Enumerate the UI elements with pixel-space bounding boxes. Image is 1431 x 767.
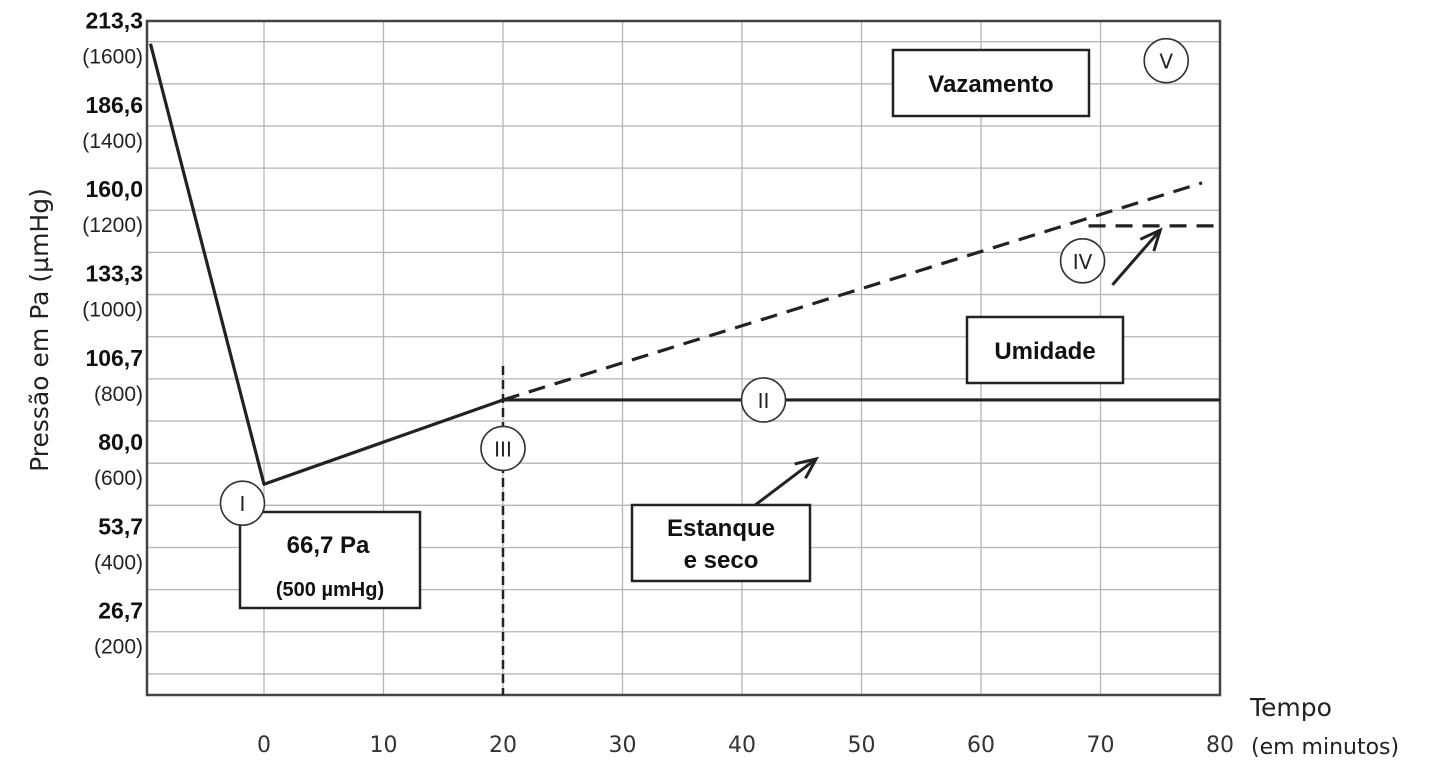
x-tick-label: 60 — [967, 733, 995, 758]
min-pressure-label: 66,7 Pa — [287, 532, 370, 559]
y-tick-label-umhg: (800) — [94, 383, 143, 406]
x-tick-label: 0 — [257, 733, 271, 758]
x-tick-label: 40 — [728, 733, 756, 758]
arrow-shaft — [1111, 229, 1162, 286]
y-tick-label-umhg: (600) — [94, 467, 143, 490]
x-axis-label: Tempo — [1249, 693, 1332, 722]
min-pressure-box: 66,7 Pa (500 µmHg) — [238, 510, 422, 610]
roman-marker-circle — [740, 377, 787, 423]
roman-marker-label: IV — [1073, 250, 1093, 274]
y-tick-label-pa: 133,3 — [85, 261, 143, 287]
y-tick-label-pa: 53,7 — [98, 513, 143, 539]
x-tick-label: 70 — [1087, 733, 1115, 758]
estanque-label-line1: Estanque — [667, 515, 775, 542]
y-tick-label-umhg: (1200) — [82, 214, 143, 237]
roman-marker-circle — [1143, 37, 1190, 84]
solid-series-line — [148, 43, 504, 486]
estanque-box: Estanque e seco — [630, 503, 812, 583]
roman-marker-circle — [1059, 238, 1106, 284]
y-tick-label-umhg: (1600) — [82, 46, 143, 69]
roman-marker-label: V — [1159, 50, 1173, 74]
min-pressure-umhg-label: (500 µmHg) — [276, 579, 384, 601]
x-tick-label: 20 — [489, 733, 517, 758]
y-tick-label-pa: 186,6 — [85, 92, 143, 118]
y-tick-label-pa: 213,3 — [85, 8, 143, 34]
y-axis-label: Pressão em Pa (µmHg) — [25, 188, 54, 472]
roman-marker-label: I — [240, 492, 246, 516]
y-tick-labels: 213,3 (1600) 186,6 (1400) 160,0 (1200) 133,3 (1… — [82, 8, 143, 659]
arrow-head — [1139, 227, 1163, 252]
vazamento-label: Vazamento — [928, 71, 1053, 98]
y-tick-label-pa: 26,7 — [98, 598, 143, 624]
arrow-head — [794, 456, 820, 479]
y-tick-label-umhg: (1000) — [82, 299, 143, 322]
vazamento-box: Vazamento — [891, 48, 1091, 118]
y-tick-label-umhg: (400) — [94, 551, 143, 574]
series-group — [148, 43, 1220, 486]
umidade-box: Umidade — [965, 315, 1125, 385]
y-tick-label-pa: 80,0 — [98, 429, 143, 455]
y-tick-label-umhg: (1400) — [82, 130, 143, 153]
roman-marker-label: III — [494, 437, 512, 461]
roman-marker-circle — [480, 425, 526, 472]
plot-frame — [145, 19, 1222, 697]
umidade-label: Umidade — [994, 338, 1095, 365]
y-tick-label-umhg: (200) — [94, 636, 143, 659]
x-tick-label: 30 — [609, 733, 637, 758]
dashed-series-line — [502, 181, 1203, 402]
x-tick-label: 50 — [848, 733, 876, 758]
roman-marker-circle — [219, 480, 266, 527]
x-tick-labels: 0 10 20 30 40 50 60 70 80 — [257, 733, 1234, 758]
y-tick-label-pa: 106,7 — [85, 345, 143, 371]
y-tick-label-pa: 160,0 — [85, 176, 143, 202]
roman-marker-label: II — [758, 389, 770, 413]
estanque-label-line2: e seco — [684, 547, 759, 574]
x-axis-unit-label: (em minutos) — [1251, 735, 1399, 760]
x-tick-label: 10 — [370, 733, 398, 758]
x-tick-label: 80 — [1206, 733, 1234, 758]
